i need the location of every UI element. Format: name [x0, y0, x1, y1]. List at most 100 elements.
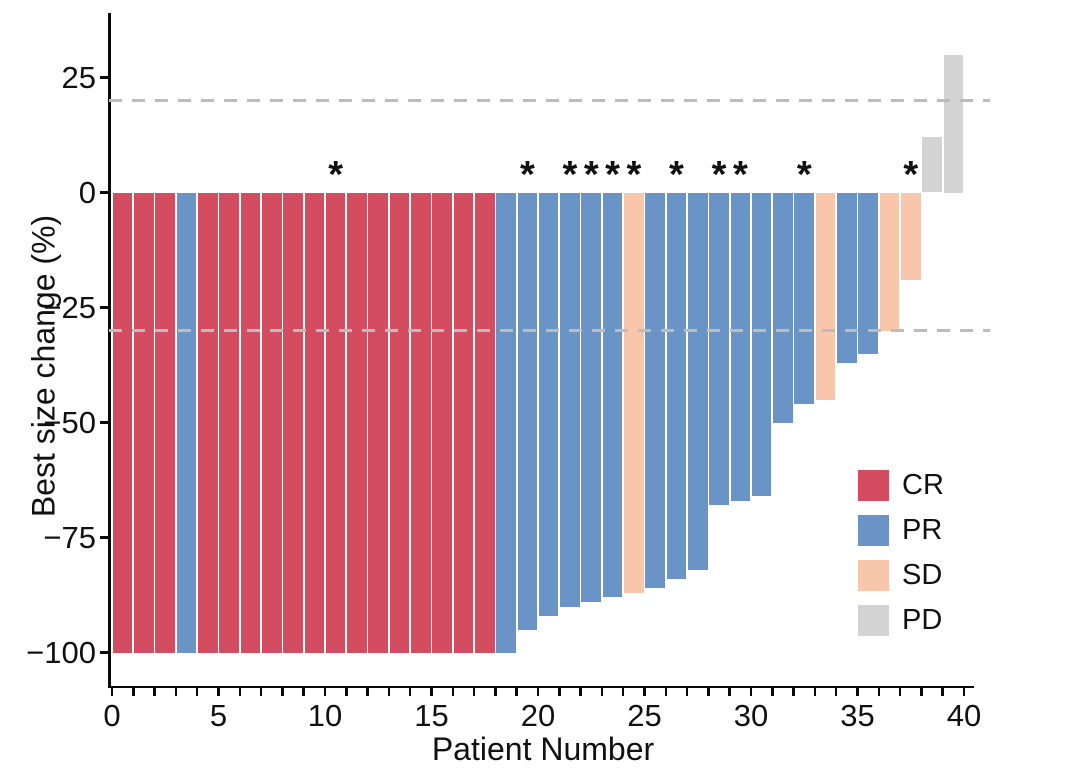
legend-swatch-PD	[858, 605, 889, 636]
x-tick-20	[536, 688, 540, 696]
x-tick-label-40: 40	[946, 698, 982, 733]
asterisk-patient-30: *	[732, 154, 748, 196]
bar-patient-34	[815, 192, 836, 400]
bar-patient-1	[112, 192, 133, 653]
x-tick-29	[728, 688, 731, 696]
bar-patient-20	[517, 192, 538, 630]
x-tick-12	[366, 688, 369, 696]
bar-patient-36	[858, 192, 878, 354]
x-tick-label-15: 15	[414, 698, 449, 733]
asterisk-patient-29: *	[711, 154, 727, 196]
x-tick-label-0: 0	[103, 698, 121, 733]
x-tick-4	[195, 688, 199, 696]
bar-patient-32	[773, 192, 793, 423]
y-tick-label--100: −100	[26, 634, 96, 670]
y-axis-line	[108, 13, 111, 688]
bar-patient-3	[155, 192, 176, 653]
x-tick-30	[749, 688, 753, 696]
legend-swatch-SD	[858, 560, 889, 591]
asterisk-patient-25: *	[626, 154, 642, 196]
y-tick-label--25: −25	[43, 289, 96, 325]
asterisk-patient-11: *	[328, 154, 344, 196]
bar-patient-24	[602, 192, 623, 598]
bar-patient-30	[730, 192, 751, 501]
x-tick-17	[472, 688, 476, 696]
bar-patient-7	[240, 192, 261, 653]
bar-patient-9	[283, 192, 303, 653]
x-tick-8	[281, 688, 284, 696]
bar-patient-40	[943, 54, 964, 193]
bar-patient-15	[411, 192, 431, 653]
asterisk-patient-22: *	[562, 154, 578, 196]
x-tick-13	[387, 688, 391, 696]
x-tick-39	[941, 688, 944, 696]
asterisk-patient-23: *	[583, 154, 599, 196]
x-tick-14	[408, 688, 412, 696]
x-tick-38	[920, 688, 923, 696]
bar-patient-28	[687, 192, 708, 570]
bar-patient-27	[666, 192, 687, 579]
x-tick-26	[664, 688, 668, 696]
x-tick-label-25: 25	[627, 698, 662, 733]
bar-patient-12	[347, 192, 367, 653]
y-tick--100	[100, 651, 108, 654]
y-tick-0	[100, 191, 108, 194]
x-tick-15	[430, 688, 433, 696]
bar-patient-25	[624, 192, 644, 593]
x-tick-40	[962, 688, 966, 696]
reference-line--30	[109, 329, 990, 332]
y-tick--25	[100, 306, 108, 309]
asterisk-patient-38: *	[903, 154, 919, 196]
bar-patient-13	[368, 192, 389, 653]
x-tick-23	[600, 688, 604, 696]
x-tick-6	[238, 688, 242, 696]
x-tick-36	[877, 688, 881, 696]
x-tick-1	[132, 688, 135, 696]
bar-patient-18	[474, 192, 495, 653]
bar-patient-16	[432, 192, 452, 653]
bar-patient-4	[176, 192, 197, 653]
bar-patient-11	[325, 192, 346, 653]
x-tick-label-5: 5	[209, 698, 228, 733]
y-tick--50	[100, 421, 108, 424]
bar-patient-22	[560, 192, 580, 607]
x-tick-label-20: 20	[520, 698, 556, 733]
x-axis-title: Patient Number	[431, 731, 655, 767]
asterisk-patient-27: *	[669, 154, 684, 196]
x-tick-9	[302, 688, 305, 696]
legend-label-CR: CR	[902, 469, 944, 501]
x-tick-22	[579, 688, 582, 696]
legend-label-PD: PD	[902, 604, 943, 636]
bar-patient-31	[751, 192, 772, 497]
legend-swatch-PR	[858, 515, 889, 546]
bar-patient-14	[389, 192, 410, 653]
y-tick-label--75: −75	[43, 519, 96, 555]
bar-patient-26	[645, 192, 665, 589]
y-tick-label-0: 0	[78, 174, 96, 210]
x-tick-10	[323, 688, 327, 696]
x-tick-label-10: 10	[307, 698, 343, 733]
bar-patient-8	[261, 192, 282, 653]
asterisk-patient-33: *	[796, 154, 812, 196]
bar-patient-29	[709, 192, 729, 506]
x-tick-33	[813, 688, 817, 696]
y-tick-label--50: −50	[43, 404, 96, 440]
x-tick-3	[174, 688, 178, 696]
bar-patient-2	[134, 192, 154, 653]
reference-line-20	[109, 99, 990, 102]
x-tick-5	[217, 688, 220, 696]
bar-patient-5	[198, 192, 218, 653]
x-tick-34	[834, 688, 838, 696]
bar-patient-23	[581, 192, 602, 602]
legend-label-PR: PR	[902, 514, 943, 546]
x-tick-27	[685, 688, 689, 696]
asterisk-patient-24: *	[605, 154, 620, 196]
x-tick-37	[898, 688, 902, 696]
bar-patient-39	[922, 137, 942, 193]
x-tick-25	[643, 688, 646, 696]
bar-patient-10	[304, 192, 325, 653]
x-tick-21	[558, 688, 561, 696]
x-tick-31	[771, 688, 774, 696]
y-tick--75	[100, 536, 108, 539]
